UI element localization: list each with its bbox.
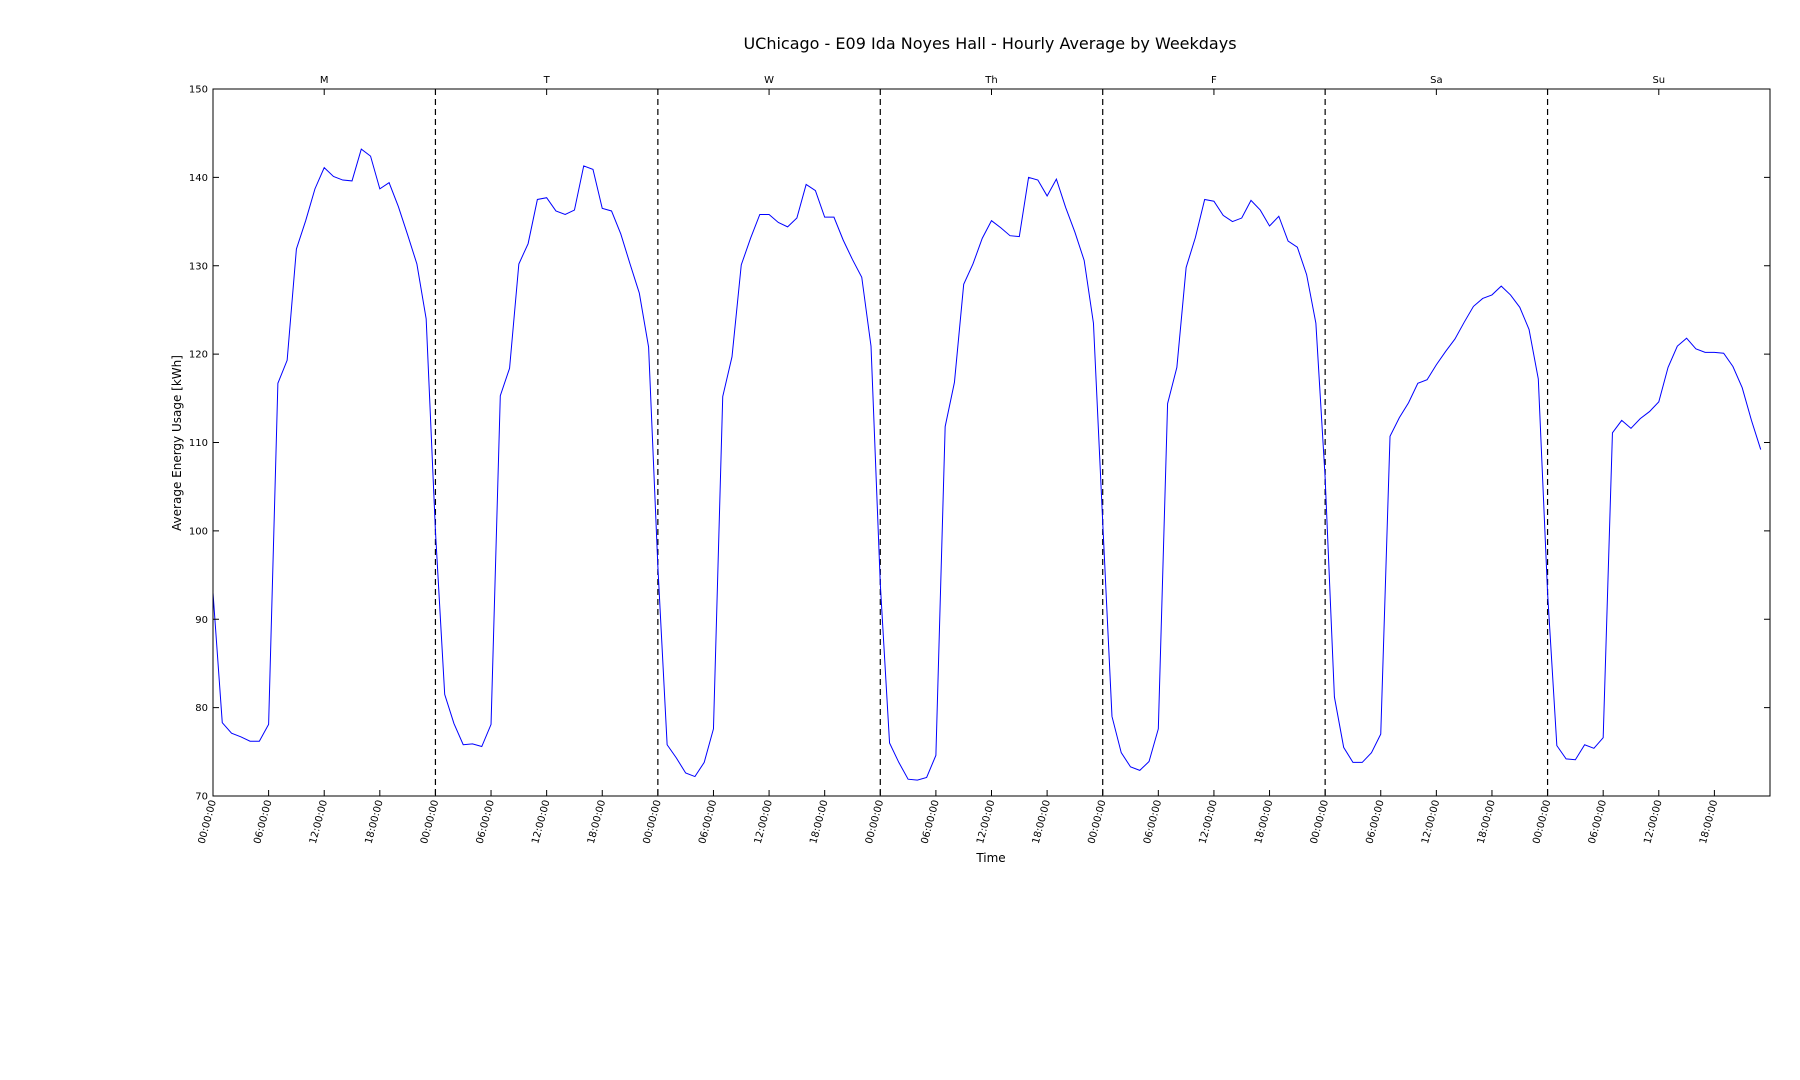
- day-label-6: Su: [1652, 75, 1665, 86]
- x-tick-label-23: 18:00:00: [1476, 799, 1498, 845]
- y-tick-label-6: 130: [189, 261, 208, 272]
- y-tick-label-4: 110: [189, 438, 208, 449]
- y-tick-label-7: 140: [189, 173, 208, 184]
- y-tick-label-5: 120: [189, 350, 208, 361]
- chart-title: UChicago - E09 Ida Noyes Hall - Hourly A…: [743, 34, 1236, 53]
- x-tick-label-12: 00:00:00: [864, 799, 886, 845]
- day-labels: M T W Th F Sa Su: [320, 75, 1665, 95]
- series-layer: [213, 149, 1761, 780]
- x-tick-label-24: 00:00:00: [1531, 799, 1553, 845]
- x-tick-label-19: 18:00:00: [1253, 799, 1275, 845]
- x-tick-label-7: 18:00:00: [586, 799, 608, 845]
- series-line: [213, 149, 1761, 780]
- y-axis-label: Average Energy Usage [kWh]: [170, 355, 184, 531]
- x-axis: 00:00:00 06:00:00 12:00:00 18:00:00 00:00:00…: [197, 790, 1721, 845]
- x-tick-label-13: 06:00:00: [920, 799, 942, 845]
- x-tick-label-20: 00:00:00: [1309, 799, 1331, 845]
- x-tick-label-18: 12:00:00: [1198, 799, 1220, 845]
- x-tick-label-1: 06:00:00: [252, 799, 274, 845]
- x-tick-label-15: 18:00:00: [1031, 799, 1053, 845]
- x-tick-label-14: 12:00:00: [975, 799, 997, 845]
- x-axis-label: Time: [975, 851, 1005, 865]
- day-label-4: F: [1211, 75, 1217, 86]
- x-tick-label-8: 00:00:00: [642, 799, 664, 845]
- day-label-5: Sa: [1430, 75, 1442, 86]
- x-tick-label-6: 12:00:00: [530, 799, 552, 845]
- x-tick-label-3: 18:00:00: [363, 799, 385, 845]
- x-tick-label-26: 12:00:00: [1642, 799, 1664, 845]
- day-label-2: W: [764, 75, 774, 86]
- y-tick-label-1: 80: [195, 703, 208, 714]
- x-tick-label-10: 12:00:00: [753, 799, 775, 845]
- day-label-3: Th: [984, 75, 997, 86]
- x-tick-label-4: 00:00:00: [419, 799, 441, 845]
- x-tick-label-16: 00:00:00: [1086, 799, 1108, 845]
- x-tick-label-22: 12:00:00: [1420, 799, 1442, 845]
- x-tick-label-17: 06:00:00: [1142, 799, 1164, 845]
- y-tick-label-8: 150: [189, 85, 208, 96]
- chart-title-group: UChicago - E09 Ida Noyes Hall - Hourly A…: [743, 34, 1236, 53]
- y-tick-label-0: 70: [195, 792, 208, 803]
- day-label-1: T: [543, 75, 551, 86]
- x-tick-label-25: 06:00:00: [1587, 799, 1609, 845]
- x-tick-label-0: 00:00:00: [197, 799, 219, 845]
- x-tick-label-21: 06:00:00: [1364, 799, 1386, 845]
- x-tick-label-9: 06:00:00: [697, 799, 719, 845]
- y-axis: 70 80 90 100 110 120 130 140 150: [189, 85, 1770, 803]
- x-tick-label-2: 12:00:00: [308, 799, 330, 845]
- day-separators: [435, 89, 1547, 796]
- x-tick-label-11: 18:00:00: [808, 799, 830, 845]
- y-tick-label-2: 90: [195, 615, 208, 626]
- x-tick-label-27: 18:00:00: [1698, 799, 1720, 845]
- y-tick-label-3: 100: [189, 526, 208, 537]
- x-tick-label-5: 06:00:00: [475, 799, 497, 845]
- plot-area-frame: [213, 89, 1770, 796]
- day-label-0: M: [320, 75, 329, 86]
